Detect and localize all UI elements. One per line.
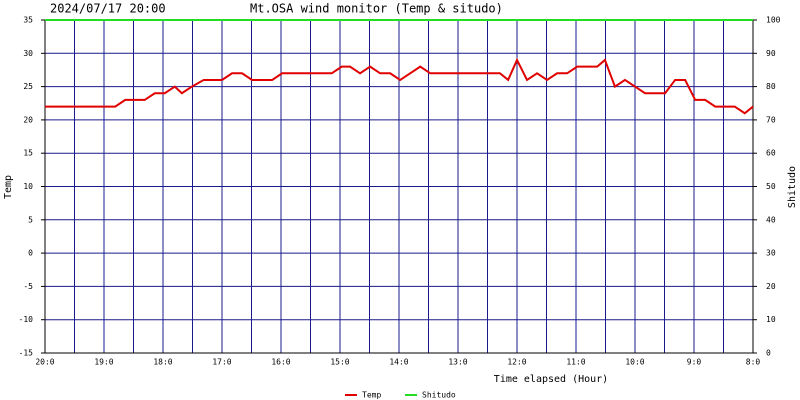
x-tick-label: 12:0 <box>507 358 526 367</box>
x-tick-label: 19:0 <box>94 358 113 367</box>
x-tick-label: 13:0 <box>448 358 467 367</box>
y2-tick-label: 20 <box>766 282 776 291</box>
x-tick-label: 11:0 <box>566 358 585 367</box>
y2-axis-label: Shitudo <box>787 166 798 208</box>
y2-tick-label: 40 <box>766 215 776 224</box>
y-tick-label: 20 <box>23 115 33 124</box>
y-tick-label: -5 <box>23 282 33 291</box>
data-line <box>45 57 754 115</box>
y2-tick-label: 100 <box>766 16 781 25</box>
y-tick-label: 0 <box>28 249 33 258</box>
x-tick-label: 9:0 <box>687 358 702 367</box>
y2-tick-label: 90 <box>766 49 776 58</box>
x-tick-label: 17:0 <box>212 358 231 367</box>
y-tick-label: -15 <box>19 349 34 358</box>
chart-title: Mt.OSA wind monitor (Temp & situdo) <box>250 2 503 16</box>
y2-tick-label: 70 <box>766 115 776 124</box>
legend-label: Shitudo <box>422 391 456 400</box>
y-tick-label: 30 <box>23 49 33 58</box>
y2-tick-label: 10 <box>766 315 776 324</box>
y-tick-label: 25 <box>23 82 33 91</box>
y2-tick-label: 50 <box>766 182 776 191</box>
x-tick-label: 20:0 <box>35 358 54 367</box>
x-tick-label: 16:0 <box>271 358 290 367</box>
y-tick-label: 5 <box>28 215 33 224</box>
x-axis-label: Time elapsed (Hour) <box>494 374 608 385</box>
y-tick-label: 10 <box>23 182 33 191</box>
x-tick-label: 15:0 <box>330 358 349 367</box>
y-tick-label: 35 <box>23 16 33 25</box>
legend-label: Temp <box>362 391 381 400</box>
x-tick-label: 18:0 <box>153 358 172 367</box>
y-tick-label: 15 <box>23 149 33 158</box>
y-tick-label: -10 <box>19 315 34 324</box>
x-tick-label: 8:0 <box>746 358 761 367</box>
x-tick-label: 14:0 <box>389 358 408 367</box>
date: 2024/07/17 20:00 <box>50 2 166 16</box>
y2-tick-label: 80 <box>766 82 776 91</box>
y2-tick-label: 0 <box>766 349 771 358</box>
y2-tick-label: 30 <box>766 249 776 258</box>
y2-tick-label: 60 <box>766 149 776 158</box>
y-axis-label: Temp <box>3 175 14 199</box>
x-tick-label: 10:0 <box>625 358 644 367</box>
